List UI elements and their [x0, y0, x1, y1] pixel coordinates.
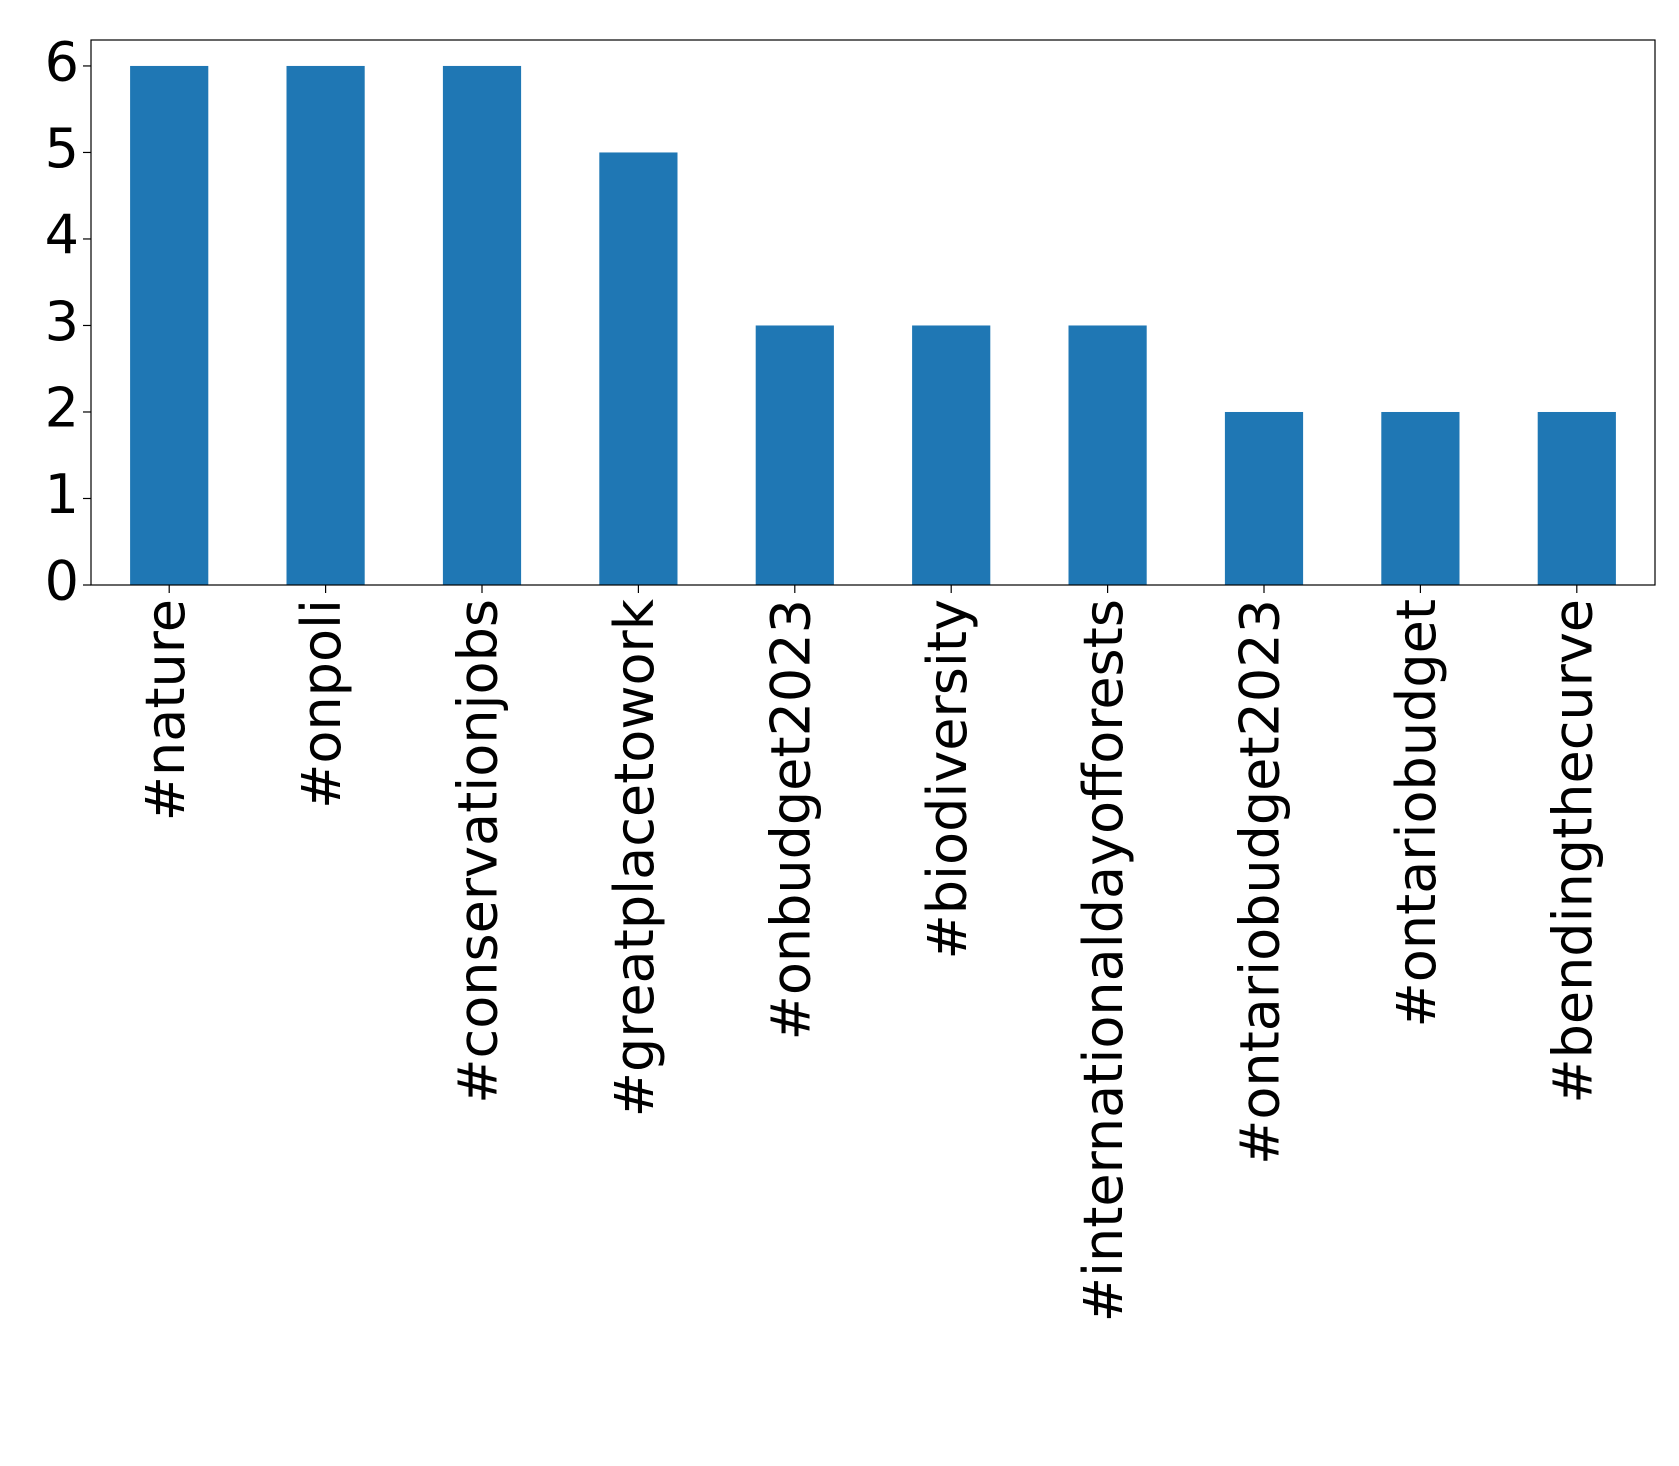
x-tick-label: #greatplacetowork: [603, 598, 666, 1117]
bar: [1381, 411, 1460, 585]
x-tick-label: #ontariobudget2023: [1229, 599, 1292, 1165]
bar: [286, 65, 365, 585]
y-tick-label: 4: [45, 204, 79, 267]
bar: [755, 325, 834, 585]
bar: [1537, 411, 1616, 585]
bar: [912, 325, 991, 585]
y-tick-label: 2: [45, 377, 79, 440]
x-tick-label: #internationaldayofforests: [1072, 599, 1135, 1322]
y-tick-label: 1: [45, 463, 79, 526]
y-tick-label: 5: [45, 117, 79, 180]
y-tick-label: 6: [45, 31, 79, 94]
bar: [599, 152, 678, 585]
x-tick-label: #onbudget2023: [759, 599, 822, 1040]
bar: [1224, 411, 1304, 585]
y-tick-label: 3: [45, 290, 79, 353]
y-tick-label: 0: [45, 550, 79, 613]
x-tick-label: #onpoli: [290, 599, 353, 809]
x-tick-label: #bendingthecurve: [1541, 599, 1604, 1104]
bar: [130, 65, 209, 585]
x-tick-label: #biodiversity: [916, 599, 979, 960]
x-tick-label: #conservationjobs: [447, 599, 510, 1104]
x-tick-label: #ontariobudget: [1385, 599, 1448, 1027]
bar: [1068, 325, 1147, 585]
x-tick-label: #nature: [134, 599, 197, 821]
bar: [442, 65, 522, 585]
plot-frame: [90, 39, 1656, 586]
